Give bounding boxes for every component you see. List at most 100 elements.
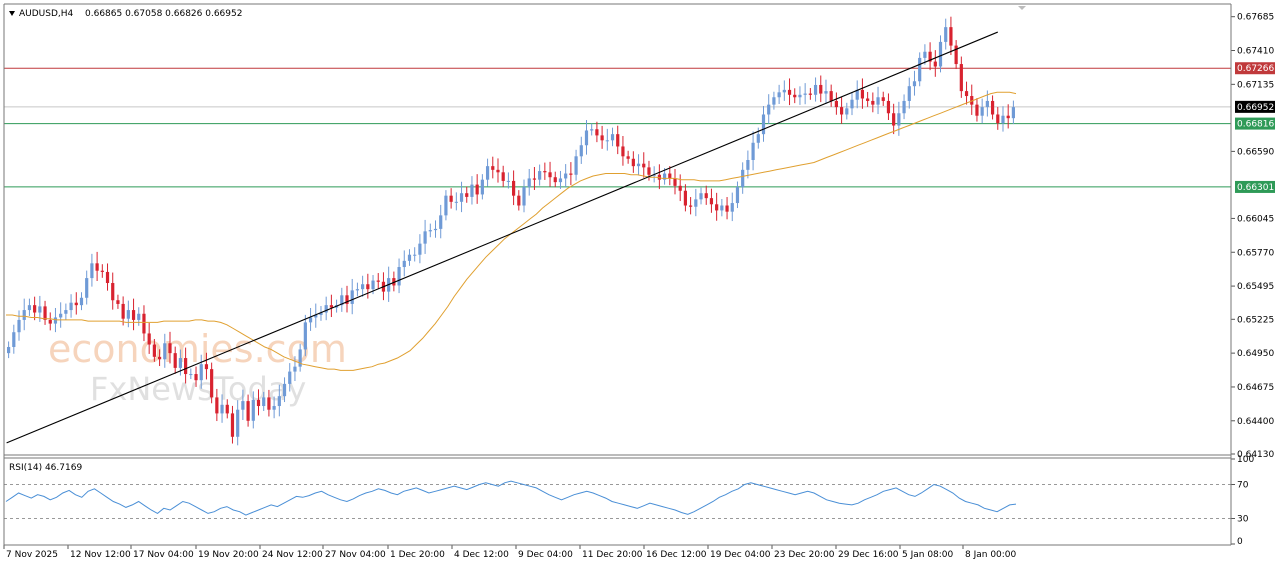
- candle[interactable]: [79, 292, 84, 311]
- candle[interactable]: [741, 162, 745, 194]
- candle[interactable]: [871, 92, 875, 113]
- candle[interactable]: [1001, 106, 1005, 132]
- candle[interactable]: [782, 80, 786, 101]
- candle[interactable]: [392, 271, 396, 292]
- candle[interactable]: [928, 42, 932, 71]
- candle[interactable]: [256, 389, 261, 416]
- candle[interactable]: [319, 306, 323, 321]
- candle[interactable]: [553, 171, 557, 188]
- candle[interactable]: [324, 296, 328, 321]
- candle[interactable]: [610, 127, 615, 147]
- candle[interactable]: [720, 198, 724, 217]
- candle[interactable]: [808, 88, 812, 100]
- candle[interactable]: [730, 192, 734, 222]
- candle[interactable]: [522, 179, 526, 213]
- candle[interactable]: [350, 278, 354, 315]
- candle[interactable]: [902, 94, 906, 120]
- candle[interactable]: [298, 343, 302, 372]
- candle[interactable]: [892, 103, 896, 135]
- candle[interactable]: [303, 314, 307, 357]
- candle[interactable]: [340, 287, 344, 312]
- candle[interactable]: [512, 170, 516, 206]
- candle[interactable]: [517, 190, 521, 211]
- candle[interactable]: [626, 150, 630, 164]
- candle[interactable]: [475, 174, 479, 204]
- candle[interactable]: [163, 333, 167, 368]
- candle[interactable]: [590, 123, 594, 136]
- candle[interactable]: [912, 70, 917, 96]
- candle[interactable]: [449, 188, 453, 209]
- main-chart-area[interactable]: [4, 16, 1231, 446]
- candle[interactable]: [689, 197, 693, 215]
- candle[interactable]: [725, 197, 729, 220]
- candle[interactable]: [501, 165, 505, 187]
- candle[interactable]: [465, 186, 469, 203]
- candle[interactable]: [215, 388, 219, 422]
- candle[interactable]: [1011, 100, 1015, 125]
- candle[interactable]: [184, 347, 188, 384]
- candle[interactable]: [7, 341, 11, 359]
- candle[interactable]: [772, 91, 776, 110]
- candle[interactable]: [131, 298, 136, 331]
- candle[interactable]: [933, 50, 937, 77]
- candle[interactable]: [100, 264, 104, 278]
- candle[interactable]: [636, 154, 641, 175]
- candle[interactable]: [657, 164, 661, 190]
- candle[interactable]: [454, 192, 458, 211]
- candle[interactable]: [584, 120, 589, 155]
- candle[interactable]: [121, 296, 125, 326]
- candle[interactable]: [241, 389, 245, 421]
- candle[interactable]: [69, 294, 73, 318]
- candle[interactable]: [433, 220, 438, 238]
- candle[interactable]: [366, 273, 370, 299]
- candle[interactable]: [173, 346, 177, 374]
- candle[interactable]: [262, 391, 266, 412]
- candle[interactable]: [709, 188, 714, 213]
- candle[interactable]: [95, 251, 99, 282]
- candle[interactable]: [970, 84, 974, 115]
- candle[interactable]: [189, 368, 193, 380]
- candle[interactable]: [699, 187, 703, 205]
- candle[interactable]: [105, 263, 110, 291]
- candle[interactable]: [876, 86, 880, 115]
- candle[interactable]: [361, 275, 365, 297]
- candle[interactable]: [236, 400, 240, 446]
- candle[interactable]: [668, 166, 672, 186]
- candle[interactable]: [293, 356, 297, 381]
- candle[interactable]: [949, 16, 953, 56]
- candle[interactable]: [839, 96, 844, 124]
- candle[interactable]: [194, 366, 198, 387]
- candle[interactable]: [631, 151, 635, 173]
- candle[interactable]: [345, 285, 349, 313]
- candle[interactable]: [272, 396, 276, 419]
- candle[interactable]: [220, 394, 224, 423]
- candle[interactable]: [168, 331, 172, 364]
- candle[interactable]: [996, 106, 1000, 130]
- candle[interactable]: [767, 94, 771, 124]
- candle[interactable]: [845, 102, 849, 120]
- candle[interactable]: [17, 310, 21, 341]
- candle[interactable]: [803, 83, 807, 105]
- candle[interactable]: [376, 273, 380, 289]
- candle[interactable]: [397, 258, 401, 294]
- candle[interactable]: [923, 44, 927, 65]
- candle[interactable]: [881, 91, 885, 106]
- candle[interactable]: [459, 181, 464, 213]
- candle[interactable]: [308, 307, 313, 331]
- candle[interactable]: [402, 250, 406, 277]
- candle[interactable]: [824, 79, 828, 104]
- candle[interactable]: [506, 172, 510, 189]
- symbol-menu-arrow-icon[interactable]: [9, 11, 15, 16]
- candle[interactable]: [85, 270, 89, 305]
- candle[interactable]: [600, 125, 604, 149]
- candle[interactable]: [673, 168, 677, 195]
- candle[interactable]: [918, 52, 922, 87]
- candle[interactable]: [74, 292, 78, 315]
- candle[interactable]: [59, 302, 63, 328]
- candle[interactable]: [569, 162, 573, 186]
- candle[interactable]: [964, 81, 969, 105]
- rsi-panel[interactable]: [4, 480, 1231, 519]
- candle[interactable]: [27, 298, 32, 316]
- trendline[interactable]: [6, 31, 998, 444]
- candle[interactable]: [64, 303, 68, 320]
